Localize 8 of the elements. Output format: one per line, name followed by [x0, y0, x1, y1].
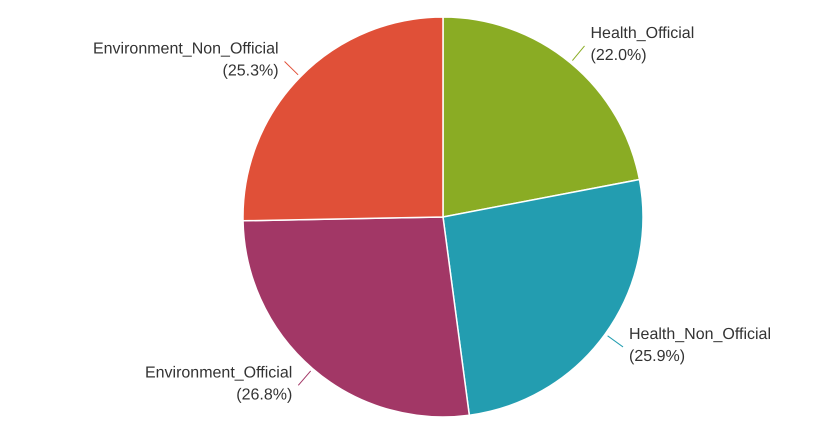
data-label: (22.0%) — [590, 46, 647, 64]
slice-label: Health_Non_Official — [629, 326, 772, 343]
data-label: (25.3%) — [222, 62, 279, 80]
data-label: (26.8%) — [236, 386, 292, 404]
data-label: (25.9%) — [629, 348, 686, 365]
slice-label: Environment_Non_Official — [92, 40, 279, 58]
slice-label: Environment_Official — [144, 364, 292, 382]
slice-label: Health_Official — [590, 24, 694, 42]
